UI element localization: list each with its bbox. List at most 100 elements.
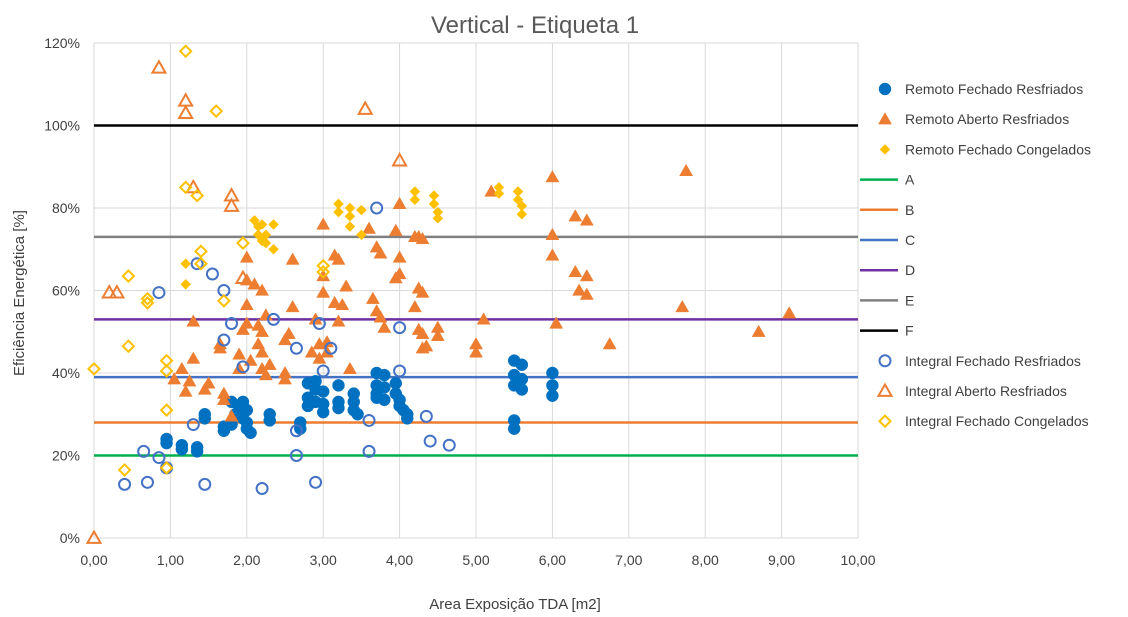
data-point xyxy=(178,384,193,397)
data-point xyxy=(194,244,208,259)
x-tick-label: 5,00 xyxy=(462,552,489,568)
legend-item: Integral Aberto Resfriados xyxy=(876,382,1067,399)
data-point xyxy=(339,279,354,292)
legend-marker xyxy=(878,112,892,125)
data-point xyxy=(159,403,174,418)
data-point xyxy=(178,180,193,195)
legend-item: A xyxy=(860,172,915,188)
data-point xyxy=(407,299,422,313)
data-point xyxy=(331,314,346,327)
chart-title: Vertical - Etiqueta 1 xyxy=(431,12,639,39)
x-tick-label: 8,00 xyxy=(692,552,719,568)
x-tick-label: 6,00 xyxy=(539,552,566,568)
legend-label: D xyxy=(905,262,915,278)
y-tick-label: 120% xyxy=(44,35,80,51)
legend-item: Remoto Fechado Congelados xyxy=(879,141,1091,157)
data-point xyxy=(182,374,197,387)
data-point xyxy=(419,409,433,423)
data-point xyxy=(356,204,367,216)
legend-item: C xyxy=(860,232,915,248)
data-point xyxy=(579,269,594,282)
data-point xyxy=(140,475,154,489)
data-point xyxy=(377,320,392,333)
data-point xyxy=(251,337,266,350)
data-point xyxy=(180,258,192,270)
legend-marker xyxy=(878,354,892,368)
data-point xyxy=(415,231,430,245)
data-point xyxy=(216,392,231,405)
data-point xyxy=(356,229,367,241)
data-point xyxy=(365,291,380,304)
data-point xyxy=(285,299,300,313)
data-point xyxy=(268,243,279,255)
data-point xyxy=(392,196,407,209)
data-point xyxy=(243,353,258,366)
legend-item: Integral Fechado Congelados xyxy=(878,413,1089,429)
data-point xyxy=(239,297,254,311)
data-point xyxy=(150,59,168,74)
x-tick-label: 10,00 xyxy=(840,552,875,568)
data-point xyxy=(316,385,330,398)
data-point xyxy=(378,393,391,407)
data-point xyxy=(324,341,338,355)
data-point xyxy=(362,444,376,458)
data-point xyxy=(316,217,331,230)
legend-item: E xyxy=(860,292,914,308)
data-point xyxy=(415,285,430,298)
data-point xyxy=(344,221,356,232)
y-tick-label: 100% xyxy=(44,118,80,134)
data-point xyxy=(224,409,239,422)
data-point xyxy=(331,252,346,265)
data-point xyxy=(442,438,456,452)
tick-labels: 0,00 1,00 2,00 3,00 4,00 5,00 6,00 7,00 8,00 9,00… xyxy=(44,35,876,568)
data-point xyxy=(675,299,690,313)
series-1 xyxy=(160,354,559,458)
data-point xyxy=(255,283,270,296)
y-axis-title: Eficiência Energética [%] xyxy=(11,210,28,376)
data-point xyxy=(409,194,421,206)
series-5 xyxy=(85,59,408,544)
legend-label: B xyxy=(905,202,914,218)
data-point xyxy=(393,321,407,335)
data-point xyxy=(546,366,559,380)
x-tick-label: 9,00 xyxy=(768,552,795,568)
data-point xyxy=(232,347,247,360)
data-point xyxy=(121,339,136,354)
data-point xyxy=(117,463,132,477)
series-4 xyxy=(118,201,456,495)
data-point xyxy=(546,389,559,402)
data-point xyxy=(351,408,364,421)
data-point xyxy=(393,364,407,378)
data-point xyxy=(267,312,281,326)
legend-item: Remoto Fechado Resfriados xyxy=(878,81,1083,97)
data-point xyxy=(343,361,357,374)
data-point xyxy=(568,209,583,222)
data-point xyxy=(278,332,292,346)
data-point xyxy=(190,445,204,458)
data-point xyxy=(432,212,444,224)
data-point xyxy=(469,345,483,358)
data-point xyxy=(197,382,212,395)
data-point xyxy=(344,210,356,222)
data-point xyxy=(373,310,388,323)
data-point xyxy=(545,248,560,261)
data-point xyxy=(190,188,205,203)
data-point xyxy=(370,201,384,215)
y-tick-label: 60% xyxy=(52,283,80,299)
data-point xyxy=(258,368,273,381)
data-point xyxy=(493,188,505,199)
data-point xyxy=(316,265,331,279)
legend-label: C xyxy=(905,232,915,248)
data-point xyxy=(121,269,136,283)
data-point xyxy=(234,269,252,284)
data-point xyxy=(378,381,391,394)
legend-item: F xyxy=(860,323,914,339)
data-point xyxy=(289,424,303,438)
legend-marker xyxy=(878,82,892,96)
data-point xyxy=(180,278,192,290)
legend-item: B xyxy=(860,202,914,218)
data-point xyxy=(327,295,342,308)
data-point xyxy=(312,351,327,364)
legend-marker xyxy=(878,414,892,429)
